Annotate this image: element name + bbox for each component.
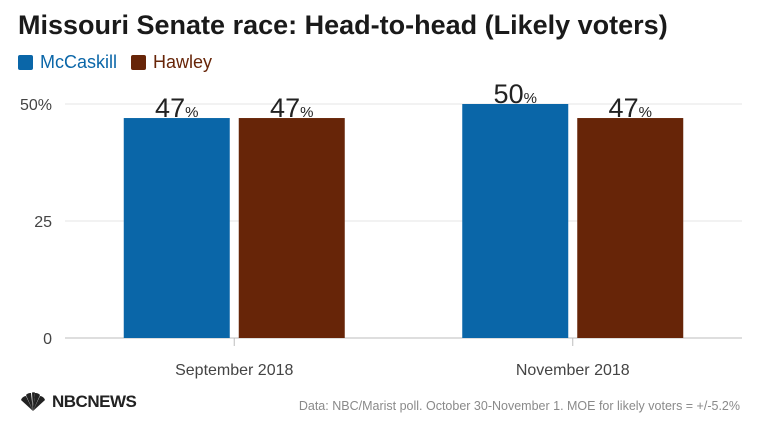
x-tick-label: November 2018 xyxy=(516,362,630,379)
bar-hawley-2 xyxy=(577,118,684,338)
nbc-peacock-icon xyxy=(21,392,45,411)
legend-label-mccaskill: McCaskill xyxy=(40,52,118,72)
logo-text: NBCNEWS xyxy=(52,392,137,411)
bar-mccaskill-2 xyxy=(462,104,569,338)
legend-item-hawley: Hawley xyxy=(131,52,212,73)
legend-swatch-mccaskill xyxy=(18,55,33,70)
x-tick-label: September 2018 xyxy=(175,362,293,379)
source-note: Data: NBC/Marist poll. October 30-Novemb… xyxy=(298,399,740,413)
legend-item-mccaskill: McCaskill xyxy=(18,52,117,73)
legend-label-hawley: Hawley xyxy=(153,52,213,72)
bar-hawley-1 xyxy=(238,118,345,338)
chart-title: Missouri Senate race: Head-to-head (Like… xyxy=(18,10,668,40)
y-tick-label: 50% xyxy=(20,97,52,114)
data-label-mccaskill-1: 47% xyxy=(155,93,198,123)
data-label-hawley-1: 47% xyxy=(270,93,313,123)
data-label-mccaskill-2: 50% xyxy=(494,79,537,109)
legend-swatch-hawley xyxy=(131,55,147,70)
nbc-news-logo: NBCNEWS xyxy=(18,392,137,412)
y-tick-label: 0 xyxy=(43,331,52,348)
legend: McCaskill Hawley xyxy=(18,52,212,73)
bar-mccaskill-1 xyxy=(123,118,230,338)
data-label-hawley-2: 47% xyxy=(609,93,652,123)
y-tick-label: 25 xyxy=(34,214,52,231)
